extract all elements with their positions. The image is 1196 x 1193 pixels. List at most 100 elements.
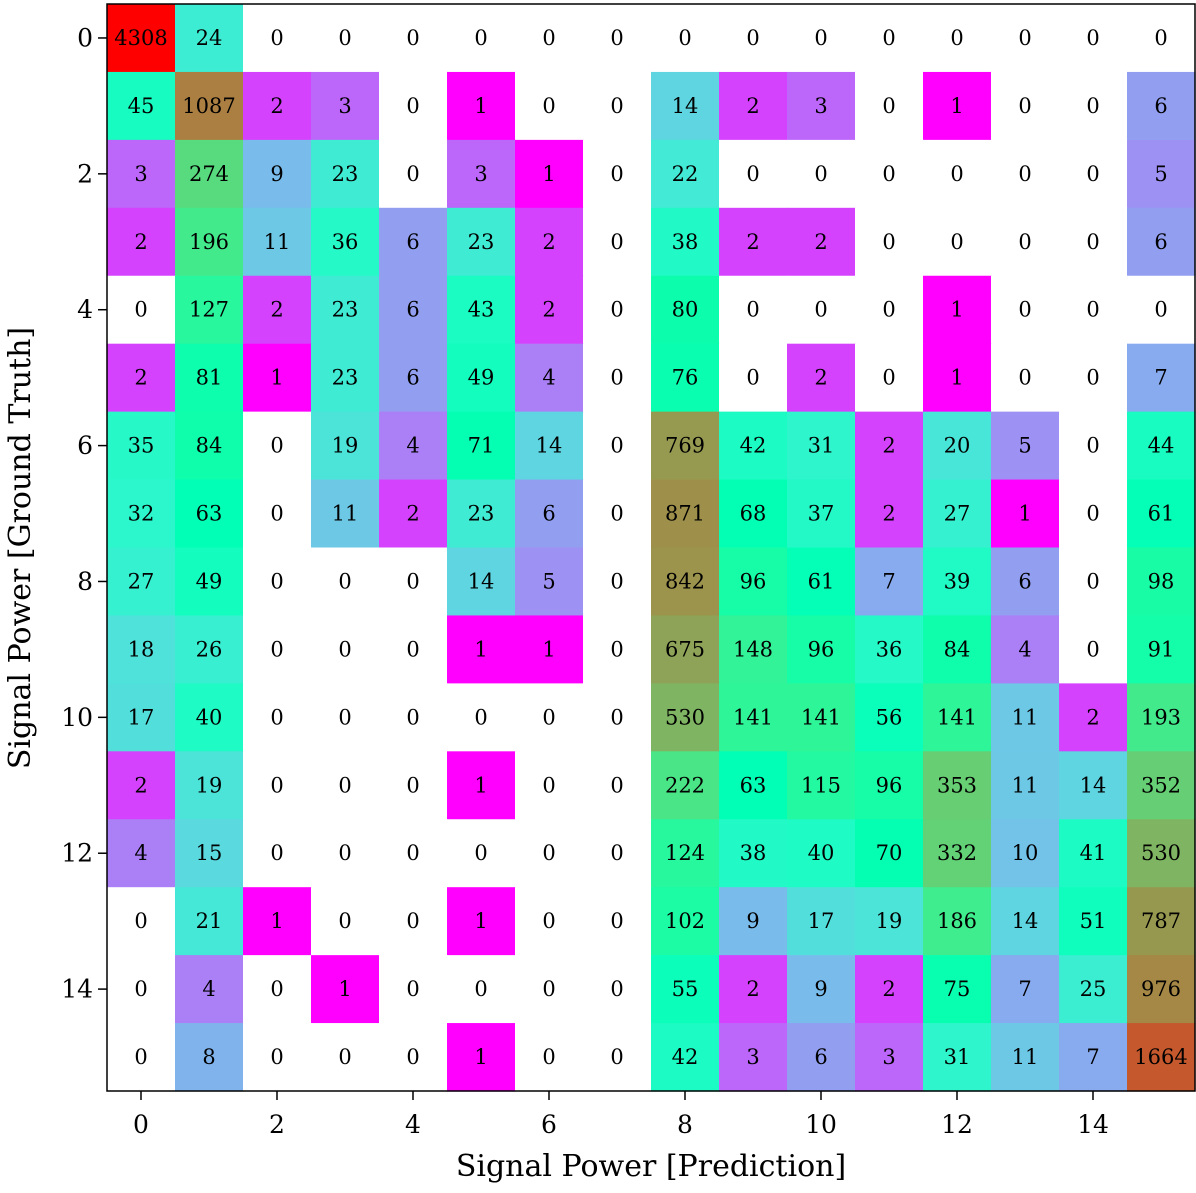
heatmap-cells [107,4,1196,1092]
cell-value-r12-c8: 124 [665,841,705,865]
cell-value-r12-c14: 41 [1080,841,1107,865]
cell-value-r12-c11: 70 [876,841,903,865]
cell-value-r2-c6: 1 [542,162,555,186]
heatmap-cell-r6-c8 [651,411,720,481]
heatmap-cell-r2-c5 [447,139,516,209]
cell-value-r13-c0: 0 [134,909,147,933]
heatmap-cell-r0-c0 [107,4,176,73]
heatmap-cell-r15-c9 [719,1023,788,1092]
cell-value-r3-c15: 6 [1154,230,1167,254]
cell-value-r14-c9: 2 [746,977,759,1001]
heatmap-cell-r6-c1 [175,411,244,481]
heatmap-cell-r5-c6 [515,343,584,413]
heatmap-cell-r9-c2 [243,615,312,684]
heatmap-cell-r1-c13 [991,71,1060,141]
heatmap-cell-r1-c2 [243,71,312,141]
plot-frame [106,3,1196,1092]
cell-value-r3-c7: 0 [610,230,623,254]
heatmap-cell-r14-c15 [1127,955,1196,1024]
heatmap-cell-r14-c0 [107,955,176,1024]
cell-value-r15-c7: 0 [610,1045,623,1069]
heatmap-cell-r0-c12 [923,4,992,73]
heatmap-cell-r2-c9 [719,139,788,209]
heatmap-cell-r5-c7 [583,343,652,413]
heatmap-cell-r10-c15 [1127,683,1196,752]
heatmap-cell-r1-c10 [787,71,856,141]
cell-value-r10-c14: 2 [1086,705,1099,729]
cell-value-r0-c0: 4308 [114,26,167,50]
cell-value-r7-c11: 2 [882,502,895,526]
heatmap-cell-r10-c0 [107,683,176,752]
heatmap-cell-r11-c15 [1127,751,1196,820]
heatmap-cell-r11-c13 [991,751,1060,820]
cell-value-r7-c5: 23 [468,502,495,526]
heatmap-cell-r11-c7 [583,751,652,820]
cell-value-r12-c1: 15 [196,841,223,865]
y-tick-label-8: 8 [77,567,93,596]
cell-value-r6-c7: 0 [610,434,623,458]
heatmap-cell-r10-c11 [855,683,924,752]
cell-value-r11-c12: 353 [937,773,977,797]
heatmap-cell-r2-c13 [991,139,1060,209]
cell-value-r8-c6: 5 [542,569,555,593]
cell-value-r4-c11: 0 [882,298,895,322]
cell-value-r12-c6: 0 [542,841,555,865]
heatmap-cell-r7-c3 [311,479,380,549]
cell-value-r14-c1: 4 [202,977,215,1001]
cell-value-r13-c12: 186 [937,909,977,933]
heatmap-cell-r14-c14 [1059,955,1128,1024]
cell-value-r8-c0: 27 [128,569,155,593]
heatmap-cell-r3-c12 [923,207,992,277]
cell-value-r1-c12: 1 [950,94,963,118]
heatmap-cell-r7-c12 [923,479,992,549]
cell-value-r12-c3: 0 [338,841,351,865]
cell-value-r5-c11: 0 [882,366,895,390]
heatmap-cell-r3-c8 [651,207,720,277]
heatmap-cell-r4-c1 [175,275,244,345]
heatmap-cell-r4-c3 [311,275,380,345]
cell-value-r0-c9: 0 [746,26,759,50]
heatmap-cell-r5-c15 [1127,343,1196,413]
cell-value-r15-c8: 42 [672,1045,699,1069]
heatmap-cell-r14-c6 [515,955,584,1024]
heatmap-cell-r13-c12 [923,887,992,956]
cell-value-r6-c0: 35 [128,434,155,458]
heatmap-cell-r9-c10 [787,615,856,684]
cell-value-r11-c14: 14 [1080,773,1107,797]
heatmap-cell-r8-c8 [651,547,720,617]
cell-value-r14-c6: 0 [542,977,555,1001]
heatmap-cell-r9-c11 [855,615,924,684]
heatmap-cell-r13-c13 [991,887,1060,956]
heatmap-cell-r0-c3 [311,4,380,73]
cell-value-r14-c10: 9 [814,977,827,1001]
heatmap-cell-r9-c4 [379,615,448,684]
heatmap-cell-r12-c9 [719,819,788,888]
cell-value-r4-c7: 0 [610,298,623,322]
cell-value-r3-c5: 23 [468,230,495,254]
cell-value-r13-c14: 51 [1080,909,1107,933]
cell-value-r11-c3: 0 [338,773,351,797]
cell-value-r15-c1: 8 [202,1045,215,1069]
cell-value-r12-c13: 10 [1012,841,1039,865]
cell-value-r0-c14: 0 [1086,26,1099,50]
cell-value-r11-c4: 0 [406,773,419,797]
heatmap-cell-r5-c1 [175,343,244,413]
cell-value-r5-c15: 7 [1154,366,1167,390]
heatmap-cell-r8-c3 [311,547,380,617]
heatmap-cell-r1-c12 [923,71,992,141]
cell-value-r7-c3: 11 [332,502,359,526]
cell-value-r10-c10: 141 [801,705,841,729]
cell-value-r3-c6: 2 [542,230,555,254]
heatmap-cell-r6-c11 [855,411,924,481]
heatmap-cell-r9-c7 [583,615,652,684]
cell-value-r2-c2: 9 [270,162,283,186]
cell-value-r6-c1: 84 [196,434,223,458]
cell-value-r14-c2: 0 [270,977,283,1001]
x-tick-label-2: 2 [269,1110,285,1139]
heatmap-cell-r1-c9 [719,71,788,141]
heatmap-cell-r3-c1 [175,207,244,277]
heatmap-cell-r0-c13 [991,4,1060,73]
heatmap-cell-r15-c13 [991,1023,1060,1092]
heatmap-cell-r5-c11 [855,343,924,413]
cell-value-r15-c6: 0 [542,1045,555,1069]
